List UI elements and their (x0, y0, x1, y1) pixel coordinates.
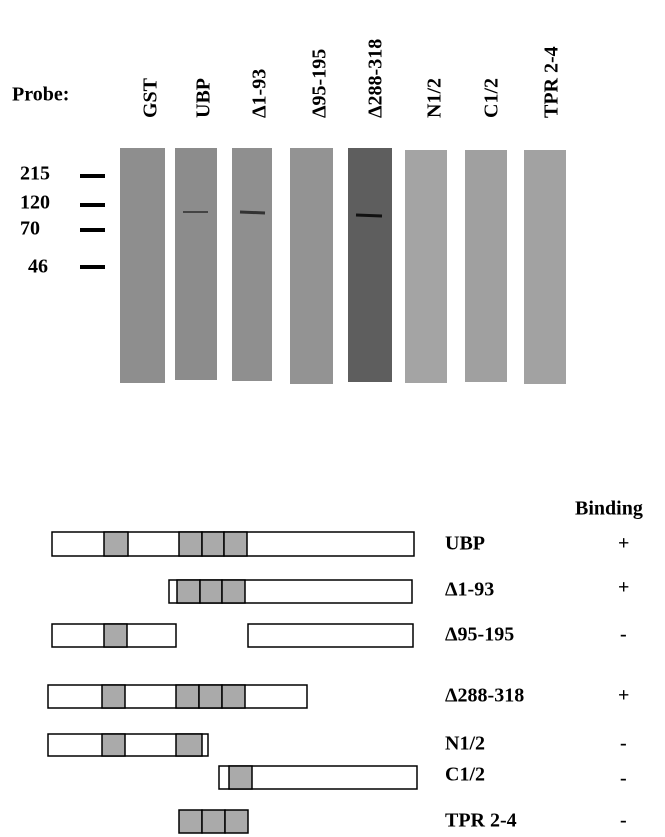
band (240, 212, 265, 213)
construct-name: C1/2 (445, 764, 485, 786)
lane-label: C1/2 (481, 78, 503, 118)
lane (175, 148, 217, 380)
construct-name: TPR 2-4 (445, 810, 517, 832)
markers: 215 120 70 46 (20, 163, 105, 278)
domain (224, 532, 247, 556)
domain (229, 766, 252, 789)
lane (465, 150, 507, 382)
binding-value: + (618, 577, 629, 599)
marker-label: 70 (20, 218, 40, 240)
construct-name: Δ288-318 (445, 685, 524, 707)
marker-label: 120 (20, 192, 50, 214)
domain (104, 532, 128, 556)
lane (348, 148, 392, 382)
domain (179, 532, 202, 556)
domain (222, 580, 245, 603)
marker-label: 215 (20, 163, 50, 185)
domain (202, 532, 224, 556)
domain (102, 734, 125, 756)
construct-bar (248, 624, 413, 647)
lane-labels: GST UBP Δ1-93 Δ95-195 Δ288-318 N1/2 C1/2… (140, 39, 563, 118)
domain (104, 624, 127, 647)
domain (199, 685, 222, 708)
binding-value: - (620, 733, 627, 755)
construct-name: UBP (445, 533, 485, 555)
binding-value: - (620, 624, 627, 646)
domain (179, 810, 202, 833)
domain (222, 685, 245, 708)
marker-label: 46 (28, 256, 48, 278)
domain (177, 580, 200, 603)
lane (290, 148, 333, 384)
figure: Probe: GST UBP Δ1-93 Δ95-195 Δ288-318 N1… (0, 0, 665, 837)
lane-label: UBP (193, 78, 215, 118)
binding-value: - (620, 810, 627, 832)
construct-name: N1/2 (445, 733, 485, 755)
binding-value: + (618, 685, 629, 707)
domain (176, 734, 202, 756)
probe-label: Probe: (12, 84, 69, 106)
domain (176, 685, 199, 708)
construct-name: Δ95-195 (445, 624, 514, 646)
lane-label: Δ95-195 (309, 49, 331, 118)
lane (524, 150, 566, 384)
binding-header: Binding (575, 498, 643, 520)
lane (405, 150, 447, 383)
lane-label: Δ288-318 (365, 39, 387, 118)
lane-label: Δ1-93 (249, 69, 271, 118)
lane-label: GST (140, 77, 162, 118)
domain (102, 685, 125, 708)
binding-value: - (620, 768, 627, 790)
lane (120, 148, 165, 383)
band (356, 215, 382, 216)
construct-name: Δ1-93 (445, 579, 494, 601)
domain (225, 810, 248, 833)
constructs (48, 532, 417, 833)
lane-label: TPR 2-4 (541, 46, 563, 118)
domain (200, 580, 222, 603)
construct-labels: UBP + Δ1-93 + Δ95-195 - Δ288-318 + N1/2 … (445, 533, 629, 832)
lane (232, 148, 272, 381)
lane-label: N1/2 (424, 78, 446, 118)
blot-lanes (120, 148, 566, 384)
binding-value: + (618, 533, 629, 555)
domain (202, 810, 225, 833)
